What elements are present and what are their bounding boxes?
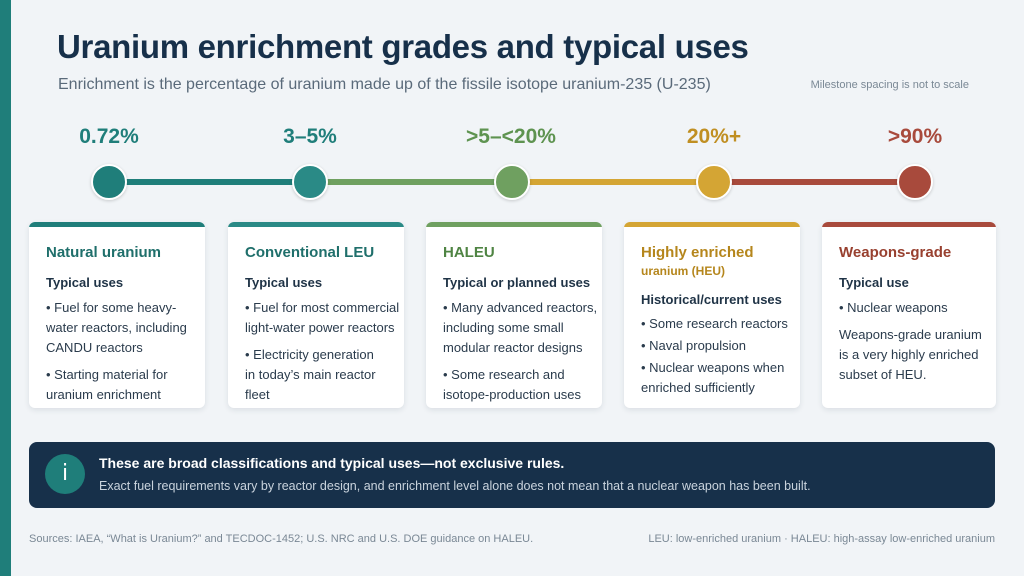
timeline-segment-3 [528, 179, 698, 185]
card-line: uranium enrichment [46, 387, 161, 402]
card-line: • Electricity generation [245, 347, 374, 362]
card-line: subset of HEU. [839, 367, 927, 382]
card-line: is a very highly enriched [839, 347, 979, 362]
milestone-pct-weapons: >90% [887, 125, 943, 148]
card-line: • Starting material for [46, 367, 168, 382]
card-haleu: HALEU Typical or planned uses • Many adv… [426, 222, 602, 408]
card-accent [822, 222, 996, 227]
card-line: • Fuel for most commercial [245, 300, 400, 315]
card-accent [624, 222, 800, 227]
card-natural-uranium: Natural uranium Typical uses • Fuel for … [29, 222, 205, 408]
card-line: enriched sufficiently [641, 380, 755, 395]
sources-footnote: Sources: IAEA, “What is Uranium?” and TE… [29, 533, 534, 545]
card-accent [426, 222, 602, 227]
milestone-dot-heu [696, 164, 732, 200]
card-subheading: Typical uses [46, 275, 124, 290]
page-subtitle: Enrichment is the percentage of uranium … [58, 76, 711, 93]
card-line: modular reactor designs [443, 340, 583, 355]
card-line: CANDU reactors [46, 340, 143, 355]
card-conventional-leu: Conventional LEU Typical uses • Fuel for… [228, 222, 404, 408]
card-line: Weapons-grade uranium [839, 327, 982, 342]
milestone-pct-heu: 20%+ [686, 125, 742, 148]
milestone-pct-leu: 3–5% [283, 125, 337, 148]
card-line: including some small [443, 320, 564, 335]
info-banner: i These are broad classifications and ty… [29, 442, 995, 508]
timeline-segment-4 [731, 179, 898, 185]
info-body: Exact fuel requirements vary by reactor … [99, 479, 811, 493]
card-line: • Some research and [443, 367, 565, 382]
card-line: • Nuclear weapons [839, 300, 948, 315]
milestone-dot-leu [292, 164, 328, 200]
card-weapons-grade: Weapons-grade Typical use • Nuclear weap… [822, 222, 996, 408]
scale-note: Milestone spacing is not to scale [810, 79, 969, 91]
accent-side-bar [0, 0, 11, 576]
milestone-dot-weapons [897, 164, 933, 200]
card-line: fleet [245, 387, 270, 402]
milestone-dot-haleu [494, 164, 530, 200]
card-title-line2: uranium (HEU) [641, 264, 725, 278]
card-subheading: Typical uses [245, 275, 323, 290]
card-line: • Some research reactors [641, 316, 788, 331]
milestone-pct-natural: 0.72% [79, 125, 139, 148]
page-title: Uranium enrichment grades and typical us… [57, 28, 749, 65]
card-line: • Naval propulsion [641, 338, 746, 353]
card-line: • Many advanced reactors, [443, 300, 598, 315]
card-subheading: Typical or planned uses [443, 275, 591, 290]
abbreviations-footnote: LEU: low-enriched uranium · HALEU: high-… [648, 533, 995, 545]
card-line: light-water power reactors [245, 320, 395, 335]
card-line: • Fuel for some heavy- [46, 300, 177, 315]
card-accent [29, 222, 205, 227]
card-line: in today’s main reactor [245, 367, 376, 382]
info-heading: These are broad classifications and typi… [99, 455, 565, 471]
timeline-segment-1 [126, 179, 294, 185]
milestone-dot-natural [91, 164, 127, 200]
card-title: Highly enriched [641, 244, 754, 261]
milestone-pct-haleu: >5–<20% [466, 125, 556, 148]
card-title: Weapons-grade [839, 244, 952, 261]
card-accent [228, 222, 404, 227]
card-subheading: Typical use [839, 275, 909, 290]
card-title: HALEU [443, 244, 495, 261]
card-line: water reactors, including [46, 320, 187, 335]
card-title: Natural uranium [46, 244, 162, 261]
card-heu: Highly enriched uranium (HEU) Historical… [624, 222, 800, 408]
card-line: isotope-production uses [443, 387, 582, 402]
card-line: • Nuclear weapons when [641, 360, 785, 375]
timeline-segment-2 [327, 179, 495, 185]
card-title: Conventional LEU [245, 244, 375, 261]
card-subheading: Historical/current uses [641, 292, 782, 307]
info-icon: i [45, 454, 85, 494]
